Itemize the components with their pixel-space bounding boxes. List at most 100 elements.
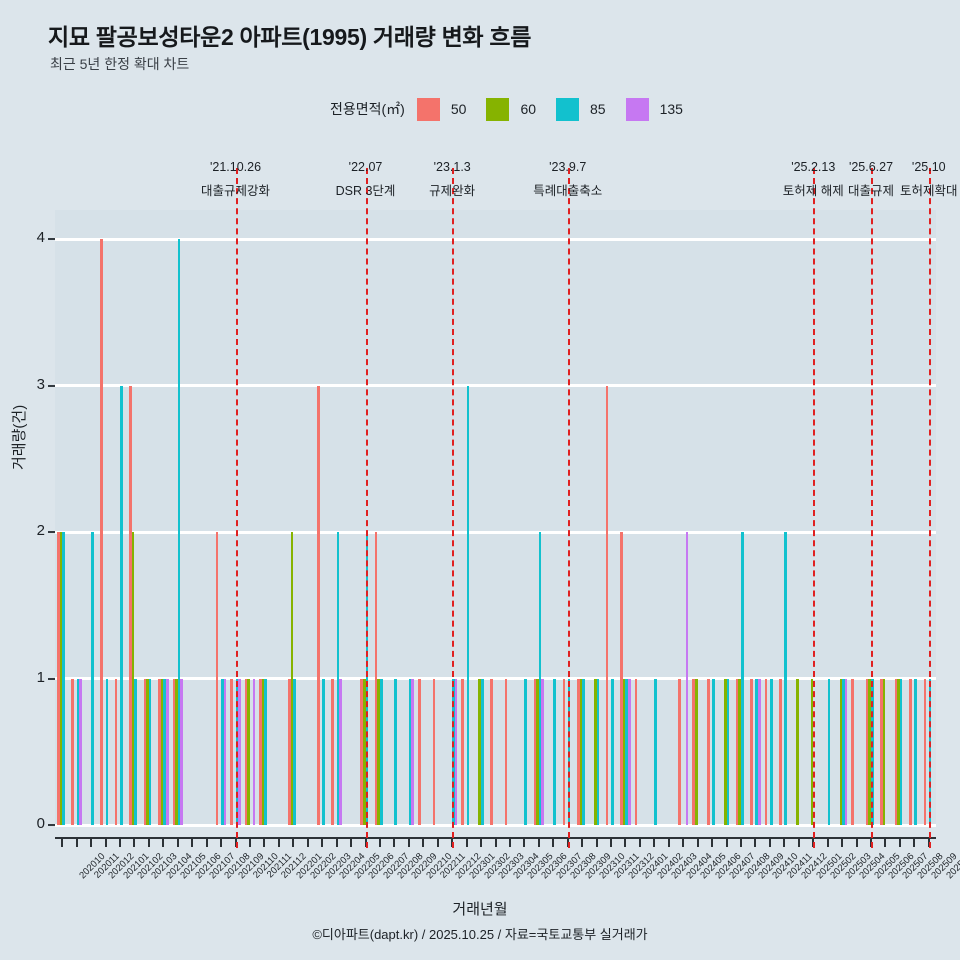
bar-202205-85[interactable]	[336, 532, 340, 825]
bar-202204-85[interactable]	[322, 678, 325, 825]
bar-202408-60[interactable]	[723, 678, 727, 825]
bar-202104-60[interactable]	[146, 678, 149, 825]
bar-202106-85[interactable]	[177, 239, 181, 825]
bar-202401-135[interactable]	[628, 678, 631, 825]
bar-202410-50[interactable]	[750, 678, 753, 825]
bar-202202-50[interactable]	[288, 678, 291, 825]
bar-202110-135[interactable]	[238, 678, 241, 825]
bar-202302-50[interactable]	[461, 678, 464, 825]
bar-202509-50[interactable]	[909, 678, 912, 825]
bar-202012-85[interactable]	[91, 532, 94, 825]
bar-202406-60[interactable]	[695, 678, 698, 825]
bar-202310-50[interactable]	[576, 678, 580, 825]
bar-202204-50[interactable]	[316, 385, 320, 825]
bar-202407-85[interactable]	[712, 678, 715, 825]
bar-202302-85[interactable]	[466, 385, 470, 825]
bar-202412-85[interactable]	[784, 532, 787, 825]
bar-202507-60[interactable]	[882, 678, 886, 825]
bar-202207-50[interactable]	[360, 678, 363, 825]
bar-202401-85[interactable]	[625, 678, 629, 825]
bar-202103-85[interactable]	[134, 678, 138, 825]
bar-202212-50[interactable]	[432, 678, 436, 825]
bar-202407-50[interactable]	[706, 678, 710, 825]
bar-202103-50[interactable]	[129, 385, 132, 825]
bar-202310-60[interactable]	[579, 678, 583, 825]
bar-202307-135[interactable]	[541, 678, 545, 825]
bar-202409-60[interactable]	[738, 678, 742, 825]
bar-202109-85[interactable]	[221, 678, 224, 825]
bar-202208-60[interactable]	[377, 678, 380, 825]
bar-202305-50[interactable]	[504, 678, 508, 825]
bar-202011-135[interactable]	[79, 678, 82, 825]
bar-202403-85[interactable]	[654, 678, 657, 825]
bar-202209-85[interactable]	[394, 678, 397, 825]
bar-202408-85[interactable]	[726, 678, 730, 825]
bar-202411-50[interactable]	[764, 678, 768, 825]
bar-202502-60[interactable]	[810, 678, 814, 825]
bar-202406-50[interactable]	[692, 678, 696, 825]
bar-202503-85[interactable]	[827, 678, 831, 825]
bar-202011-50[interactable]	[71, 678, 75, 825]
bar-202105-135[interactable]	[165, 678, 169, 825]
bar-202010-60[interactable]	[59, 532, 63, 825]
bar-202508-60[interactable]	[897, 678, 900, 825]
bar-202205-135[interactable]	[339, 678, 342, 825]
bar-202104-50[interactable]	[143, 678, 147, 825]
bar-202309-50[interactable]	[562, 678, 566, 825]
bar-202010-85[interactable]	[62, 532, 65, 825]
bar-202506-50[interactable]	[865, 678, 869, 825]
bar-202106-60[interactable]	[175, 678, 178, 825]
bar-202409-85[interactable]	[741, 532, 744, 825]
bar-202510-50[interactable]	[923, 678, 927, 825]
bar-202306-85[interactable]	[524, 678, 527, 825]
bar-202402-50[interactable]	[634, 678, 638, 825]
bar-202211-50[interactable]	[418, 678, 421, 825]
bar-202207-60[interactable]	[362, 678, 366, 825]
bar-202102-50[interactable]	[114, 678, 118, 825]
bar-202111-60[interactable]	[247, 678, 250, 825]
bar-202411-85[interactable]	[769, 678, 773, 825]
bar-202112-50[interactable]	[259, 678, 262, 825]
bar-202301-135[interactable]	[454, 678, 458, 825]
bar-202506-60[interactable]	[868, 678, 871, 825]
bar-202410-85[interactable]	[755, 678, 759, 825]
bar-202401-50[interactable]	[620, 532, 623, 825]
bar-202312-50[interactable]	[605, 385, 609, 825]
bar-202210-135[interactable]	[411, 678, 415, 825]
bar-202101-50[interactable]	[100, 239, 103, 825]
bar-202504-60[interactable]	[839, 678, 843, 825]
bar-202303-85[interactable]	[481, 678, 484, 825]
bar-202109-50[interactable]	[215, 532, 219, 825]
bar-202202-60[interactable]	[290, 532, 294, 825]
bar-202112-85[interactable]	[264, 678, 267, 825]
bar-202410-135[interactable]	[758, 678, 761, 825]
bar-202202-85[interactable]	[293, 678, 296, 825]
bar-202106-135[interactable]	[180, 678, 183, 825]
bar-202504-135[interactable]	[844, 678, 848, 825]
bar-202311-85[interactable]	[596, 678, 600, 825]
legend-item-85[interactable]: 85	[556, 97, 620, 121]
bar-202103-60[interactable]	[131, 532, 135, 825]
bar-202105-85[interactable]	[163, 678, 166, 825]
bar-202208-50[interactable]	[374, 532, 378, 825]
bar-202505-50[interactable]	[851, 678, 854, 825]
bar-202405-50[interactable]	[678, 678, 681, 825]
legend-item-60[interactable]: 60	[486, 97, 550, 121]
bar-202509-85[interactable]	[914, 678, 917, 825]
bar-202208-85[interactable]	[379, 678, 383, 825]
bar-202106-50[interactable]	[172, 678, 176, 825]
bar-202307-60[interactable]	[536, 678, 539, 825]
bar-202110-50[interactable]	[230, 678, 233, 825]
bar-202210-85[interactable]	[408, 678, 412, 825]
bar-202508-85[interactable]	[899, 678, 903, 825]
bar-202111-50[interactable]	[244, 678, 248, 825]
bar-202312-85[interactable]	[611, 678, 614, 825]
bar-202405-135[interactable]	[685, 532, 689, 825]
bar-202109-135[interactable]	[223, 678, 227, 825]
bar-202508-50[interactable]	[894, 678, 898, 825]
bar-202101-85[interactable]	[105, 678, 109, 825]
bar-202507-50[interactable]	[880, 678, 883, 825]
bar-202310-85[interactable]	[582, 678, 585, 825]
bar-202311-60[interactable]	[593, 678, 597, 825]
bar-202105-60[interactable]	[160, 678, 164, 825]
